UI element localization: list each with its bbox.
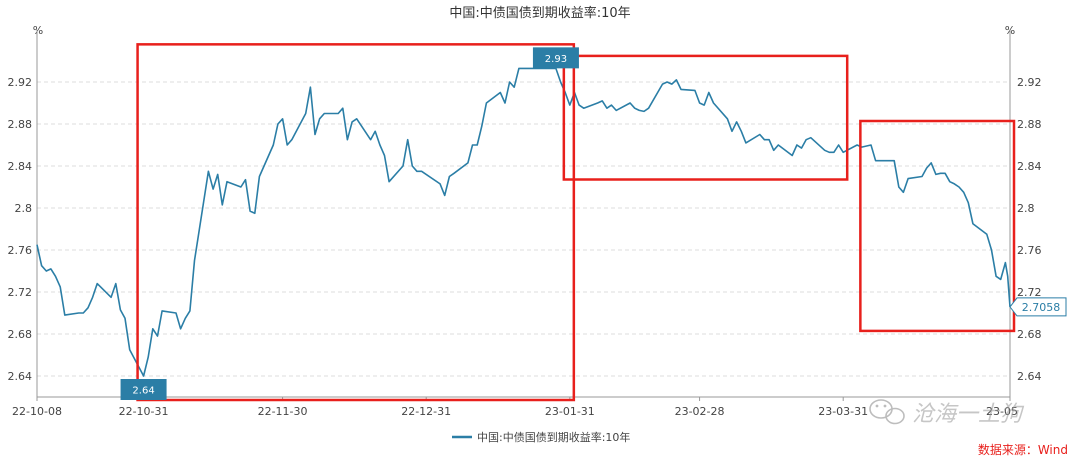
y-tick-label-right: 2.72 <box>1017 286 1042 299</box>
y-tick-label-left: 2.84 <box>8 160 33 173</box>
chart-title: 中国:中债国债到期收益率:10年 <box>449 5 630 21</box>
annotation-label: 2.93 <box>545 54 567 65</box>
annotations: 2.64 2.93 2.7058 <box>120 47 1067 400</box>
y-tick-label-left: 2.76 <box>8 244 33 257</box>
watermark: 沧海一土狗 <box>869 399 1025 427</box>
annotation-badge <box>120 379 167 400</box>
y-tick-label-left: 2.92 <box>8 76 33 89</box>
x-tick-label: 22-12-31 <box>401 405 451 418</box>
x-tick-label: 23-01-31 <box>545 405 595 418</box>
y-tick-label-left: 2.8 <box>15 202 33 215</box>
y-tick-label-right: 2.64 <box>1017 370 1042 383</box>
legend-label: 中国:中债国债到期收益率:10年 <box>477 430 630 444</box>
end-value-flag <box>1009 297 1067 317</box>
y-tick-label-right: 2.76 <box>1017 244 1042 257</box>
y-tick-label-left: 2.64 <box>8 370 33 383</box>
grid <box>37 81 1010 377</box>
highlight-box <box>562 54 849 181</box>
y-tick-label-left: 2.68 <box>8 328 33 341</box>
source-label: 数据来源：Wind <box>978 442 1068 457</box>
series-line <box>36 67 1011 377</box>
watermark-text: 沧海一土狗 <box>912 402 1025 427</box>
y-tick-label-left: 2.88 <box>8 118 33 131</box>
highlight-box <box>859 119 1016 333</box>
x-tick-label: 23-05 <box>986 405 1018 418</box>
y-tick-label-right: 2.68 <box>1017 328 1042 341</box>
x-tick-label: 23-03-31 <box>818 405 868 418</box>
y-tick-label-right: 2.84 <box>1017 160 1042 173</box>
y-tick-label-right: 2.8 <box>1017 202 1035 215</box>
end-value-label: 2.7058 <box>1022 301 1061 314</box>
annotation-badge <box>532 47 579 69</box>
annotation-label: 2.64 <box>132 386 154 397</box>
x-tick-label: 22-10-31 <box>119 405 169 418</box>
highlight-box <box>136 43 576 402</box>
x-tick-label: 23-02-28 <box>675 405 725 418</box>
x-tick-label: 22-11-30 <box>258 405 308 418</box>
highlight-boxes <box>136 43 1016 402</box>
y-unit-left: % <box>33 24 43 37</box>
wechat-icon <box>869 399 905 425</box>
y-tick-label-right: 2.88 <box>1017 118 1042 131</box>
y-tick-label-left: 2.72 <box>8 286 33 299</box>
axes: 2.64 2.64 2.68 2.68 2.72 2.72 2.76 2.76 2.8 2.8 2.… <box>8 30 1042 418</box>
x-tick-label: 22-10-08 <box>12 405 62 418</box>
legend[interactable]: 中国:中债国债到期收益率:10年 <box>452 430 630 444</box>
y-tick-label-right: 2.92 <box>1017 76 1042 89</box>
series-layer <box>36 67 1011 377</box>
